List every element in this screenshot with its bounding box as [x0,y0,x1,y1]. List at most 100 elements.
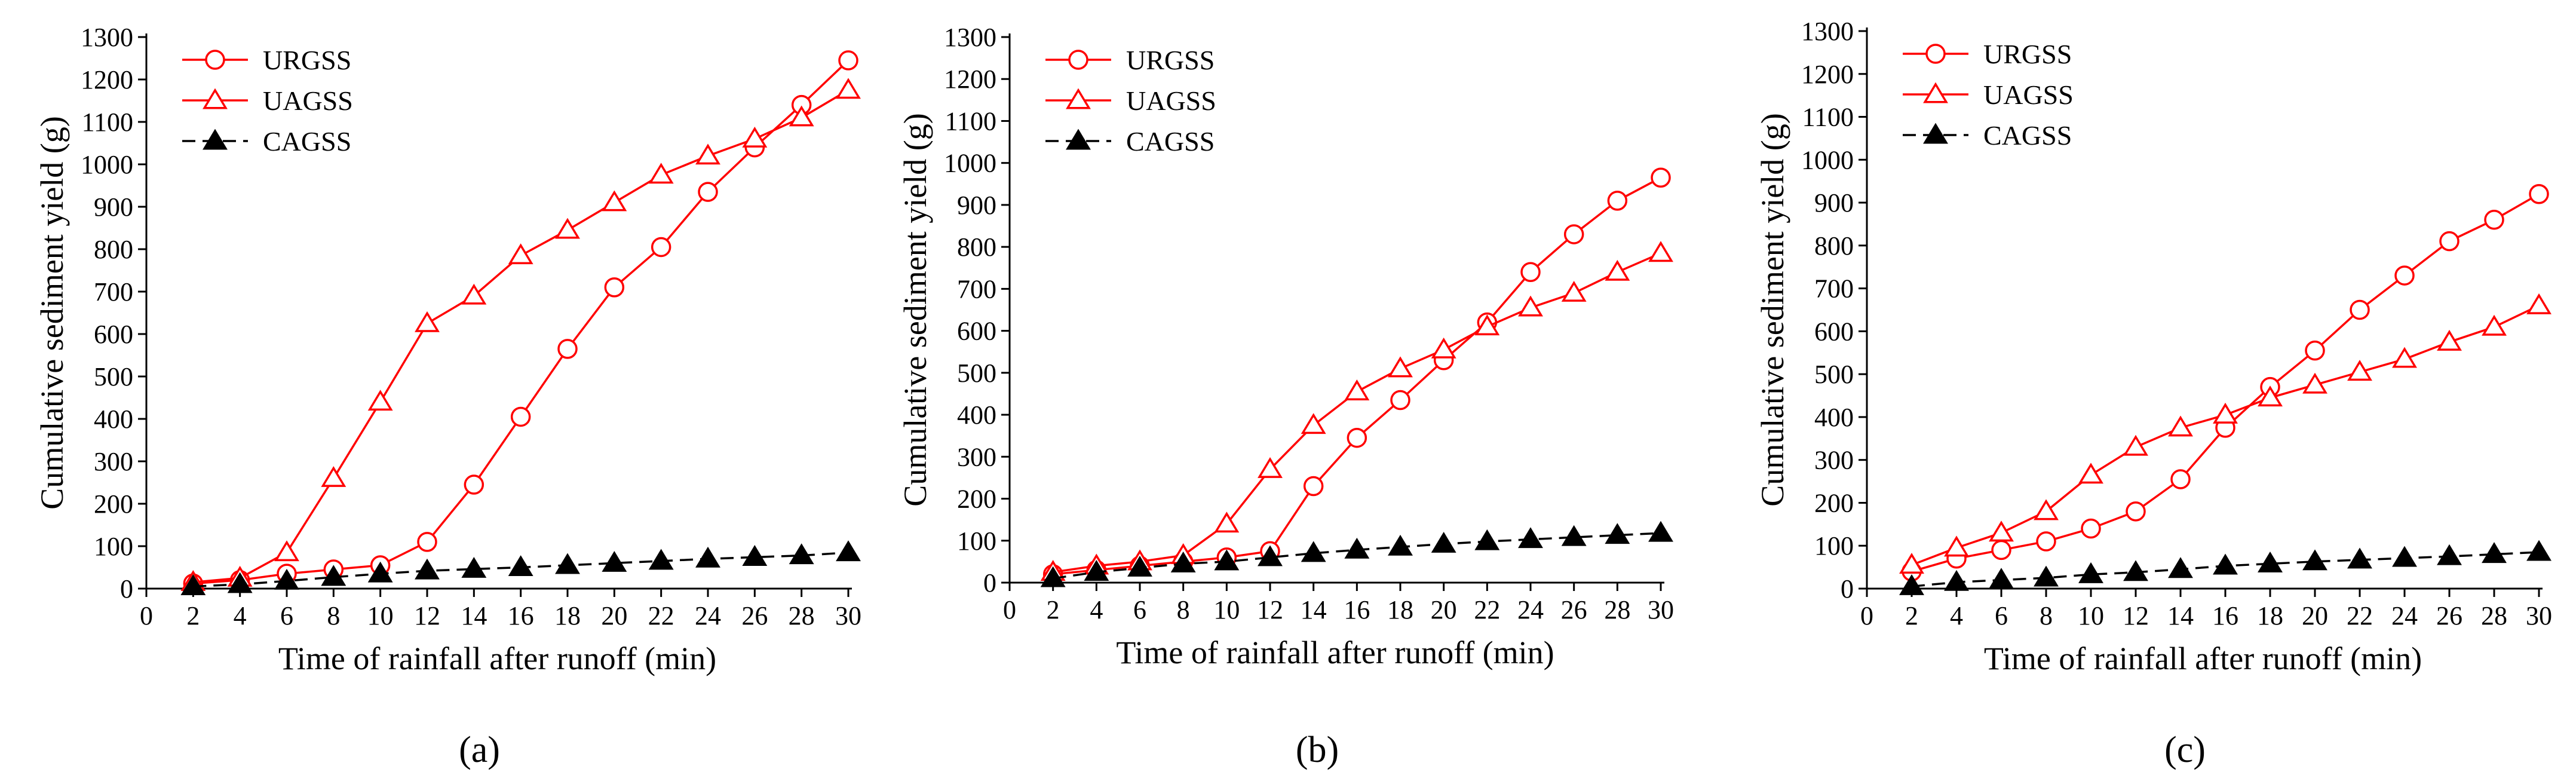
data-point-UAGSS [2258,385,2283,407]
y-tick-label: 100 [1814,531,1854,561]
x-axis-title: Time of rainfall after runoff (min) [1984,641,2422,676]
series-UAGSS [180,78,861,591]
x-tick-label: 2 [1905,601,1918,630]
data-point-URGSS [2439,231,2460,252]
data-point-URGSS [838,50,858,71]
y-tick-label: 300 [957,442,996,471]
y-tick-label: 200 [957,485,996,514]
data-point-CAGSS [1214,549,1240,571]
data-point-CAGSS [2347,547,2372,569]
x-tick-label: 14 [2167,601,2194,630]
x-tick-label: 6 [1133,595,1146,624]
data-point-CAGSS [1344,537,1370,559]
x-tick-label: 12 [1257,595,1283,624]
series-UAGSS [1040,241,1673,581]
data-point-UAGSS [789,105,814,127]
data-point-CAGSS [742,545,768,566]
y-tick-label: 1300 [81,23,133,52]
y-tick-label: 800 [1814,231,1854,261]
data-point-CAGSS [1944,569,1969,591]
data-point-CAGSS [2526,540,2552,561]
legend-label: CAGSS [1126,126,1215,157]
data-point-CAGSS [1431,531,1456,553]
data-point-URGSS [2394,265,2415,286]
legend-marker-URGSS [1925,44,1946,64]
panel-label: (c) [2164,730,2206,770]
x-tick-label: 0 [140,601,153,630]
legend-marker-URGSS [1068,50,1088,70]
data-point-UAGSS [1388,356,1413,378]
data-point-URGSS [2484,210,2504,230]
legend-marker-UAGSS [1066,88,1091,109]
data-point-CAGSS [602,550,627,572]
data-point-UAGSS [2034,499,2059,520]
data-point-CAGSS [2258,551,2283,572]
y-tick-label: 0 [1841,574,1854,604]
data-point-UAGSS [2078,463,2103,484]
data-point-UAGSS [1214,512,1240,533]
data-point-URGSS [417,532,437,552]
data-point-URGSS [557,339,578,359]
chart-panel-1: 0100200300400500600700800900100011001200… [34,23,861,770]
data-point-CAGSS [2482,542,2507,564]
x-tick-label: 16 [1344,595,1370,624]
y-axis-title: Cumulative sediment yield (g) [1755,113,1790,506]
data-point-URGSS [1303,476,1324,497]
x-tick-label: 8 [327,601,340,630]
data-point-URGSS [2529,183,2549,204]
data-point-UAGSS [1944,535,1969,557]
y-tick-label: 500 [957,359,996,388]
data-point-UAGSS [415,311,440,332]
x-tick-label: 14 [461,601,487,630]
chart-panel-3: 0100200300400500600700800900100011001200… [1755,17,2552,770]
y-tick-label: 100 [94,532,133,561]
x-tick-label: 20 [1431,595,1457,624]
data-point-CAGSS [1648,520,1673,542]
x-tick-label: 14 [1301,595,1327,624]
x-tick-label: 16 [2212,601,2238,630]
data-point-CAGSS [321,565,346,586]
data-point-CAGSS [1561,525,1587,546]
series-CAGSS [1040,520,1673,587]
data-point-CAGSS [1605,523,1630,544]
x-tick-label: 8 [1177,595,1190,624]
legend-label: URGSS [1983,39,2072,69]
x-tick-label: 12 [2123,601,2149,630]
legend-marker-UAGSS [1923,82,1948,103]
x-tick-label: 4 [1090,595,1103,624]
data-point-URGSS [698,182,718,202]
x-tick-label: 4 [1950,601,1963,630]
data-point-CAGSS [180,574,206,595]
panel-label: (a) [459,730,500,770]
data-point-CAGSS [2123,560,2148,581]
x-tick-label: 18 [1387,595,1413,624]
legend-marker-URGSS [205,50,225,70]
data-point-UAGSS [508,243,533,265]
data-point-UAGSS [1899,553,1924,574]
y-tick-label: 1100 [945,106,996,136]
data-point-UAGSS [648,163,674,184]
x-tick-label: 10 [367,601,394,630]
y-axis-title: Cumulative sediment yield (g) [34,116,70,509]
data-point-CAGSS [836,540,861,562]
data-point-CAGSS [274,568,299,590]
y-tick-label: 400 [957,400,996,430]
y-tick-label: 1200 [81,65,133,94]
y-tick-label: 300 [1814,446,1854,475]
y-tick-label: 800 [94,235,133,264]
x-tick-label: 6 [1995,601,2008,630]
data-point-URGSS [1991,540,2011,561]
y-tick-label: 500 [94,362,133,391]
data-point-URGSS [2305,340,2325,361]
data-point-UAGSS [2526,293,2552,314]
series-UAGSS [1899,293,2552,574]
data-point-URGSS [1607,191,1628,211]
x-tick-label: 30 [835,601,861,630]
x-tick-label: 30 [1648,595,1674,624]
x-tick-label: 24 [695,601,721,630]
chart-panel-2: 0100200300400500600700800900100011001200… [897,23,1674,770]
y-tick-label: 1300 [944,23,996,52]
y-tick-label: 600 [957,317,996,346]
data-point-UAGSS [836,78,861,99]
data-point-UAGSS [1474,314,1500,336]
